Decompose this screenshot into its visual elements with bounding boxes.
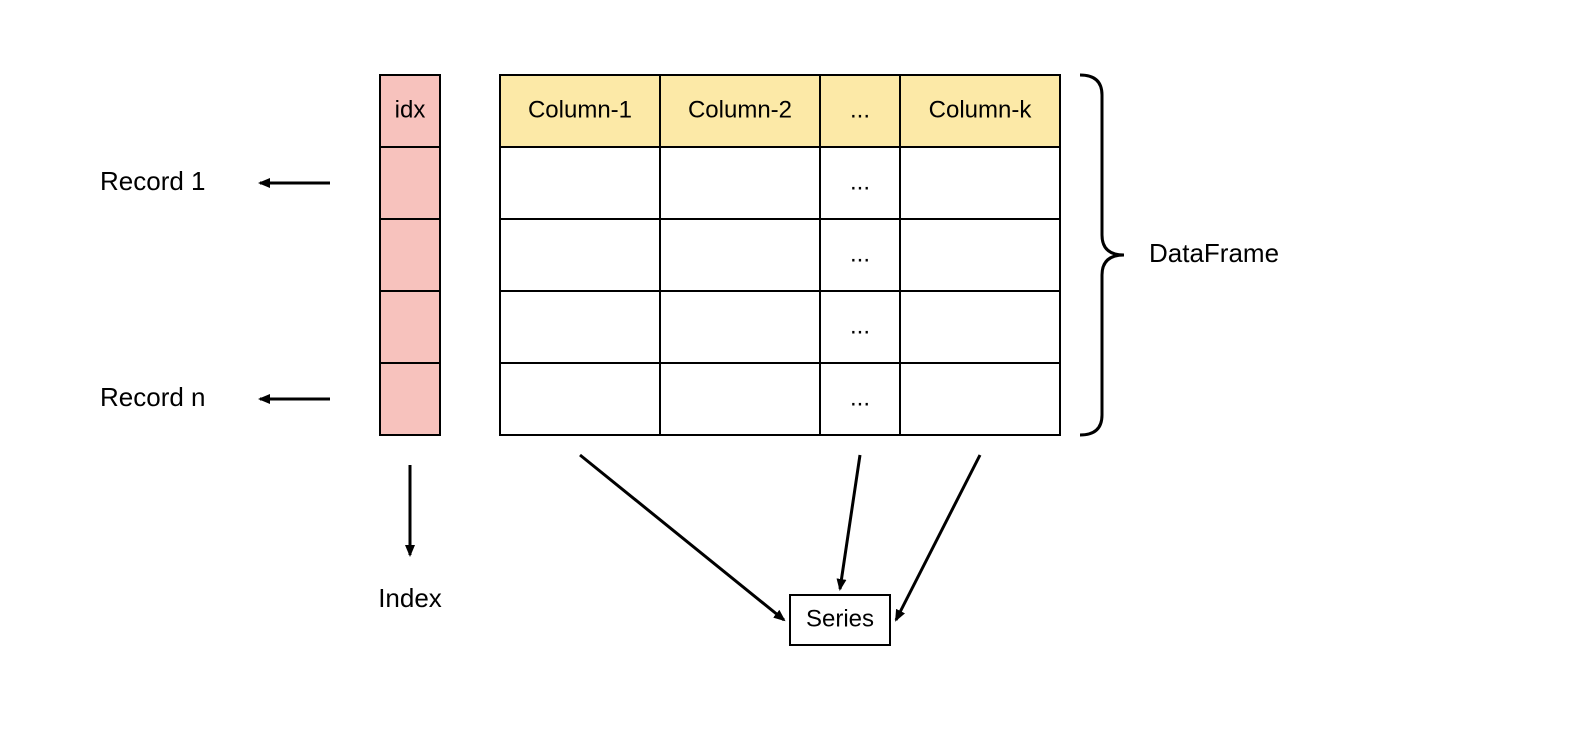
series-arrow-2: [840, 455, 860, 589]
table-body-cell: [500, 147, 660, 219]
table-body-cell: [660, 291, 820, 363]
table-header-text: Column-1: [528, 96, 632, 123]
table-body-cell: [660, 363, 820, 435]
table-body-cell: [900, 363, 1060, 435]
table-body-cell: [900, 147, 1060, 219]
index-body-cell: [380, 147, 440, 219]
table-body-cell: [900, 219, 1060, 291]
table-body-cell: [500, 219, 660, 291]
table-header-text: Column-2: [688, 96, 792, 123]
table-body-cell: [660, 219, 820, 291]
dataframe-label: DataFrame: [1149, 238, 1279, 268]
series-label: Series: [806, 605, 874, 632]
ellipsis-text: ...: [850, 312, 870, 339]
dataframe-brace: [1080, 75, 1124, 435]
ellipsis-text: ...: [850, 240, 870, 267]
index-label: Index: [378, 583, 442, 613]
table-header-text: Column-k: [929, 96, 1033, 123]
record-last-label: Record n: [100, 382, 206, 412]
table-header-text: ...: [850, 96, 870, 123]
ellipsis-text: ...: [850, 384, 870, 411]
index-body-cell: [380, 291, 440, 363]
index-body-cell: [380, 219, 440, 291]
table-body-cell: [660, 147, 820, 219]
table-body-cell: [900, 291, 1060, 363]
dataframe-diagram: idx Column-1 Column-2............... Column…: [0, 0, 1583, 750]
record-first-label: Record 1: [100, 166, 206, 196]
table-body-cell: [500, 291, 660, 363]
series-arrow-1: [580, 455, 784, 620]
table-body-cell: [500, 363, 660, 435]
series-arrow-3: [896, 455, 980, 620]
index-body-cell: [380, 363, 440, 435]
ellipsis-text: ...: [850, 168, 870, 195]
index-header-text: idx: [395, 96, 426, 123]
